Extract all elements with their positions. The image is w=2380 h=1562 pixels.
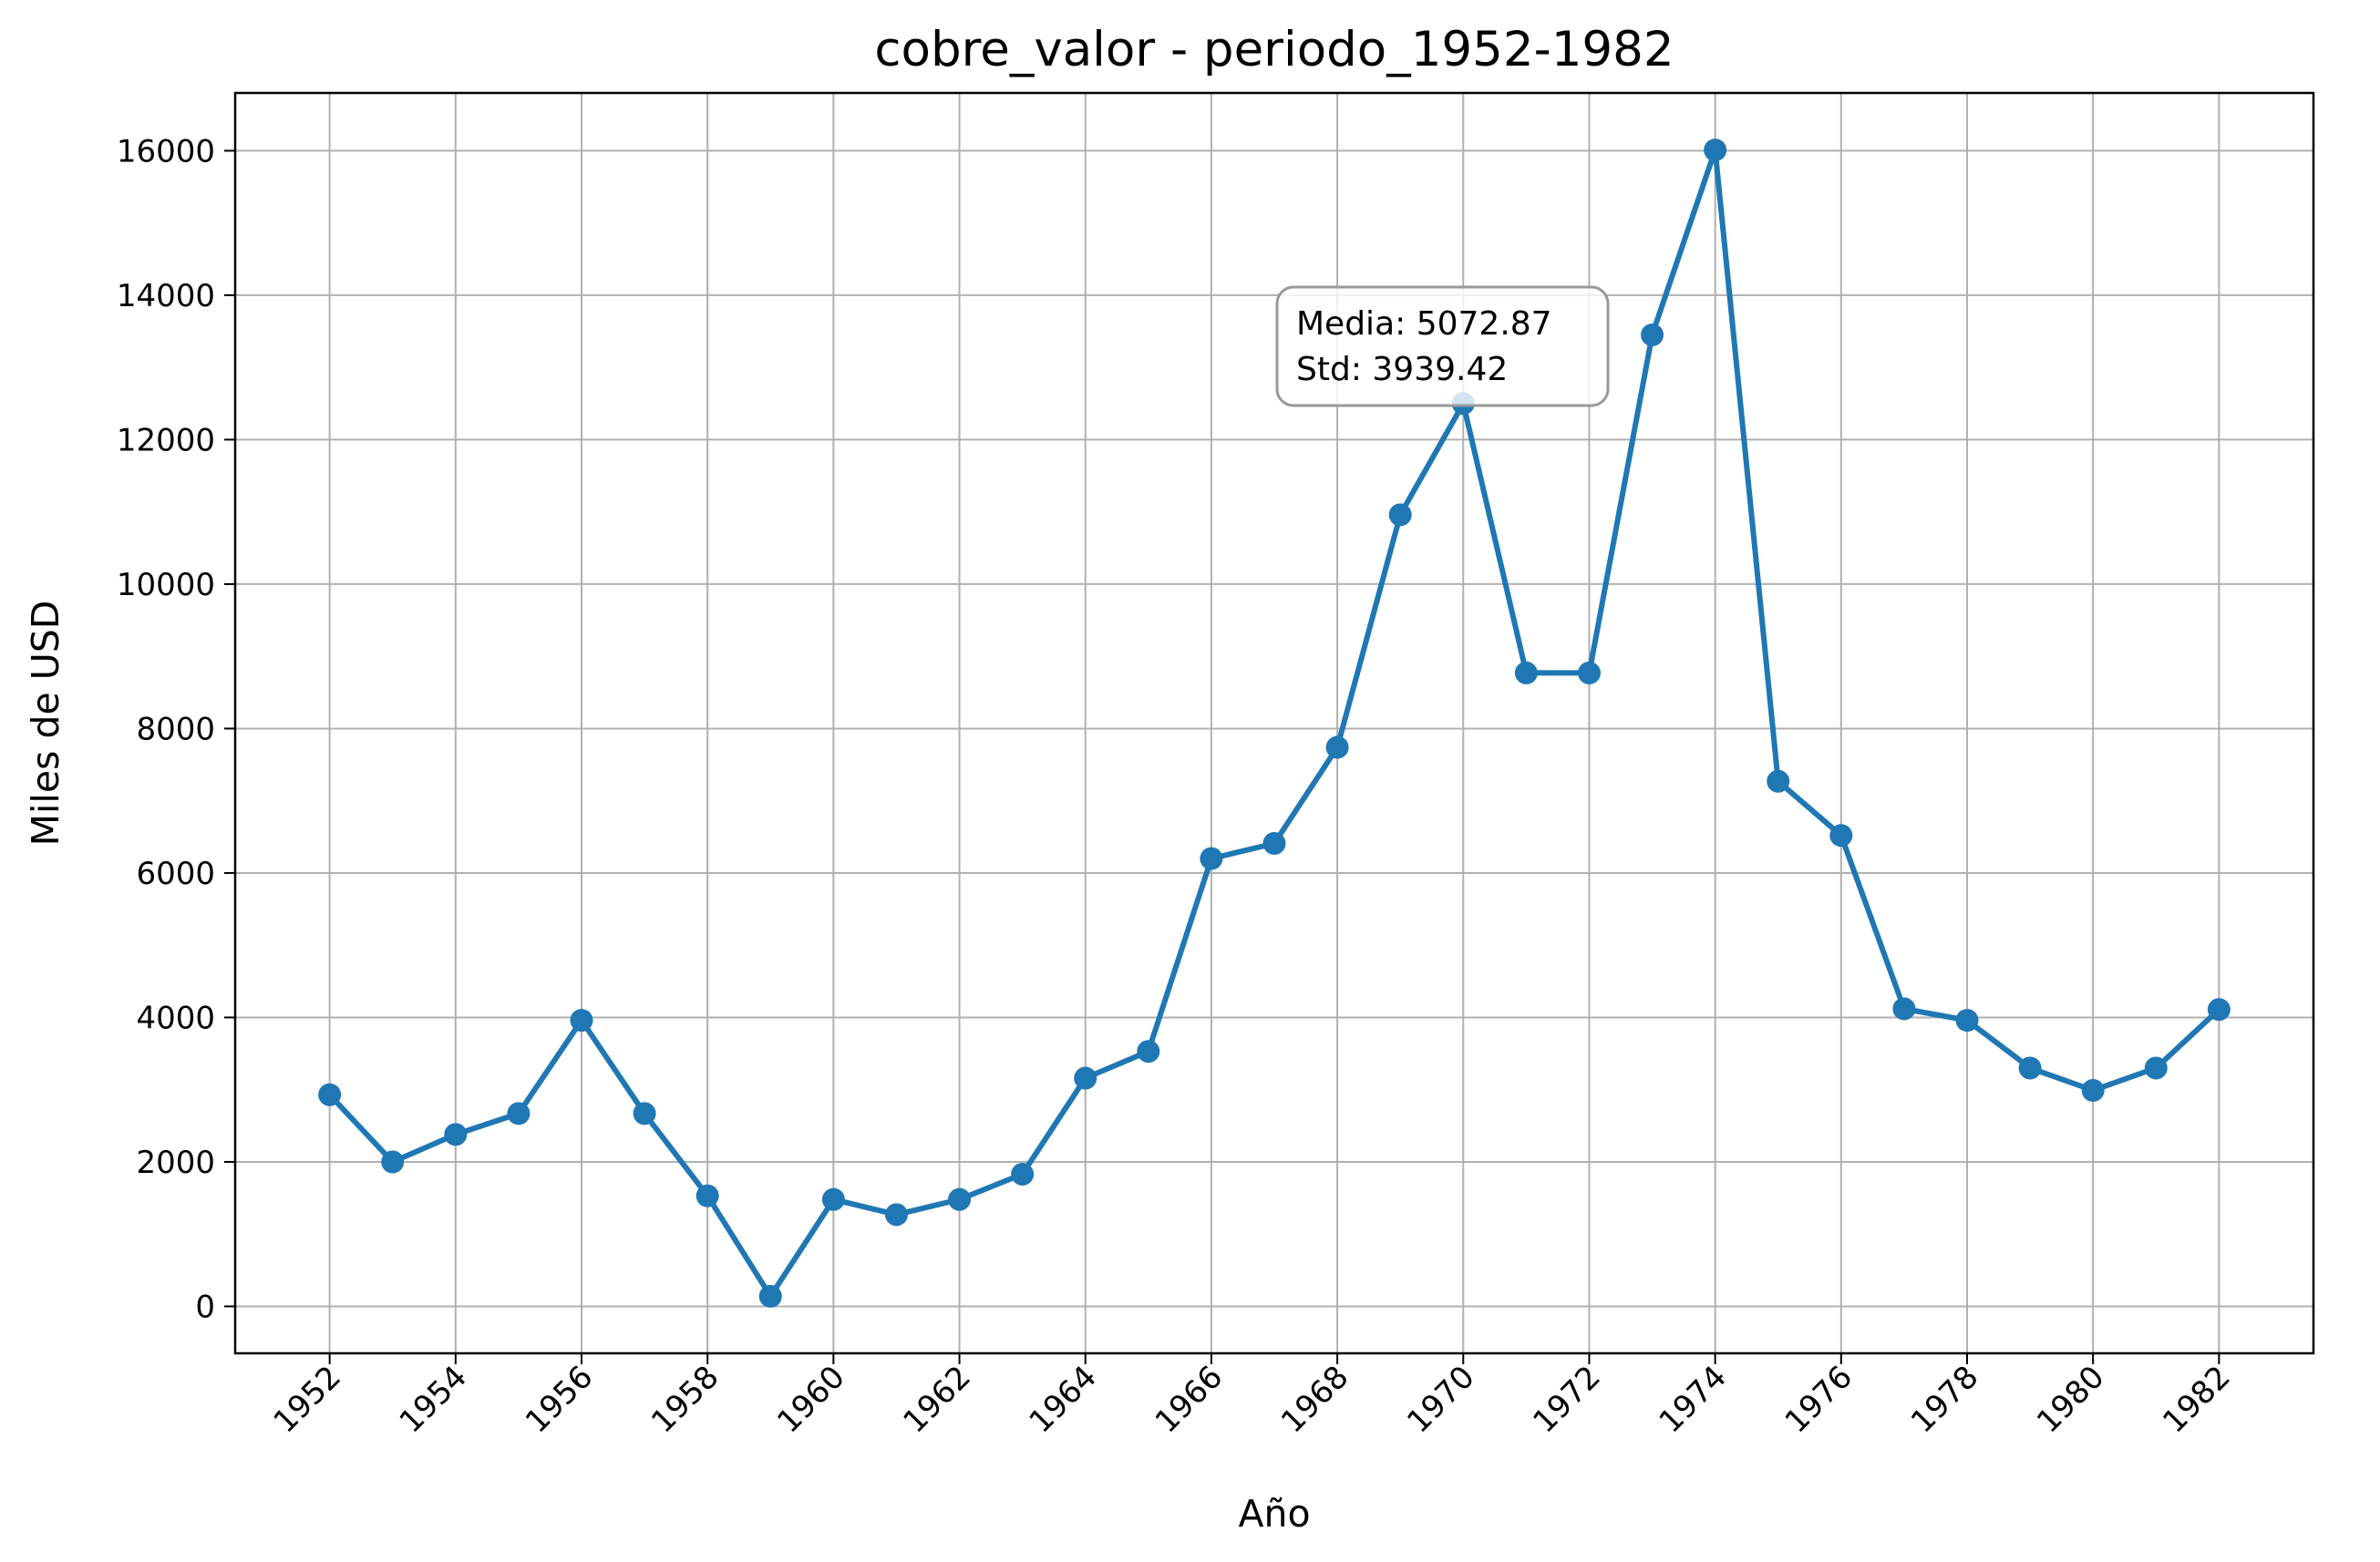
y-tick-label: 12000 (117, 422, 215, 458)
data-point (1892, 997, 1916, 1021)
plot-frame (233, 91, 2315, 1355)
data-point (1137, 1040, 1160, 1064)
data-point (2207, 998, 2231, 1022)
data-point (1200, 847, 1223, 870)
annotation-mean: Media: 5072.87 (1296, 305, 1552, 343)
data-point (884, 1203, 908, 1227)
x-axis-label: Año (1238, 1492, 1310, 1536)
y-tick-label: 10000 (117, 567, 215, 603)
data-point (1767, 769, 1790, 793)
data-point (1325, 735, 1349, 759)
data-point (1829, 824, 1853, 848)
data-point (758, 1284, 782, 1308)
y-tick-label: 0 (195, 1289, 215, 1325)
data-point (1704, 139, 1727, 162)
y-tick-label: 2000 (136, 1145, 215, 1181)
data-point (1514, 661, 1538, 684)
data-point (1074, 1066, 1097, 1090)
data-point (2018, 1056, 2042, 1080)
data-point (821, 1187, 845, 1211)
annotation: Media: 5072.87 Std: 3939.42 (1275, 285, 1610, 407)
data-point (1641, 324, 1664, 347)
y-axis-label: Miles de USD (24, 601, 67, 847)
data-point (318, 1083, 342, 1106)
data-point (1388, 503, 1412, 527)
annotation-box (1275, 285, 1610, 407)
data-point (381, 1150, 405, 1174)
data-point (1011, 1162, 1035, 1186)
data-point (507, 1102, 531, 1125)
data-point (570, 1009, 593, 1033)
y-tick-label: 16000 (117, 133, 215, 170)
data-point (1955, 1009, 1979, 1033)
data-point (948, 1187, 972, 1211)
y-tick-label: 8000 (136, 711, 215, 747)
data-point (2144, 1056, 2168, 1080)
y-tick-label: 4000 (136, 1000, 215, 1036)
data-point (444, 1123, 468, 1146)
grid (235, 93, 2313, 1353)
data-point (633, 1102, 656, 1125)
y-tick-label: 6000 (136, 856, 215, 892)
data-point (1262, 831, 1286, 855)
series-layer (318, 139, 2231, 1308)
chart-title: cobre_valor - periodo_1952-1982 (874, 22, 1674, 77)
data-point (2081, 1079, 2105, 1103)
data-point (1577, 661, 1601, 684)
annotation-std: Std: 3939.42 (1296, 351, 1508, 388)
data-point (695, 1184, 719, 1207)
y-tick-label: 14000 (117, 278, 215, 314)
